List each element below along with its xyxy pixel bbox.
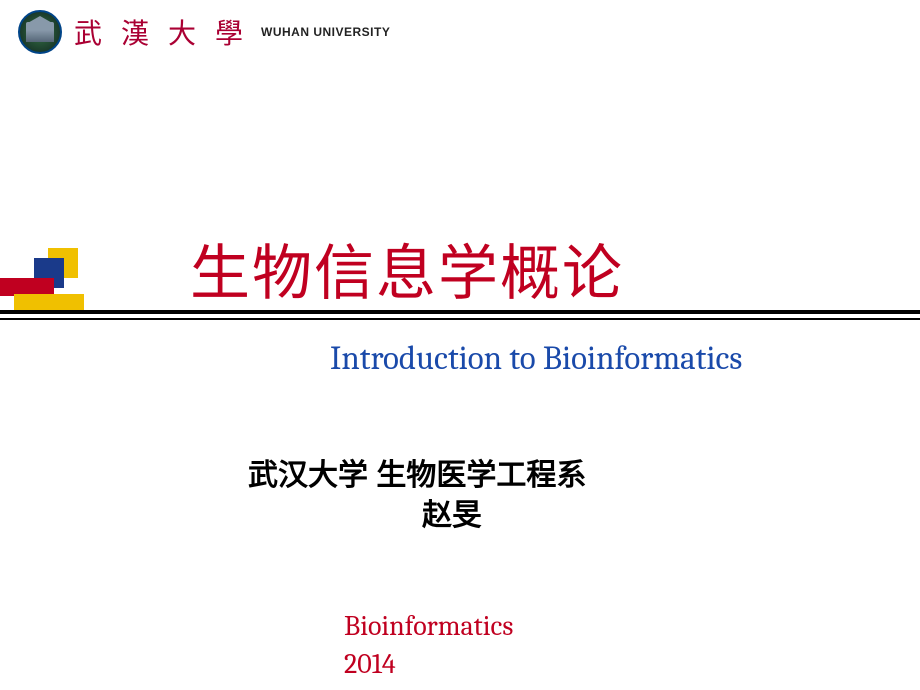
slide-title-cn: 生物信息学概论 — [190, 225, 624, 312]
footer-label: Bioinformatics — [344, 610, 513, 642]
university-logo-icon — [18, 10, 62, 54]
author-name: 赵旻 — [422, 490, 482, 534]
horizontal-rule-thin — [0, 318, 920, 320]
department-line: 武汉大学 生物医学工程系 — [248, 450, 586, 494]
slide-header: 武 漢 大 學 WUHAN UNIVERSITY — [0, 0, 920, 64]
slide-subtitle-en: Introduction to Bioinformatics — [330, 340, 742, 378]
footer-year: 2014 — [344, 648, 396, 680]
university-name-cn: 武 漢 大 學 — [74, 12, 249, 52]
horizontal-rule-thick — [0, 310, 920, 314]
university-name-en: WUHAN UNIVERSITY — [261, 25, 390, 39]
